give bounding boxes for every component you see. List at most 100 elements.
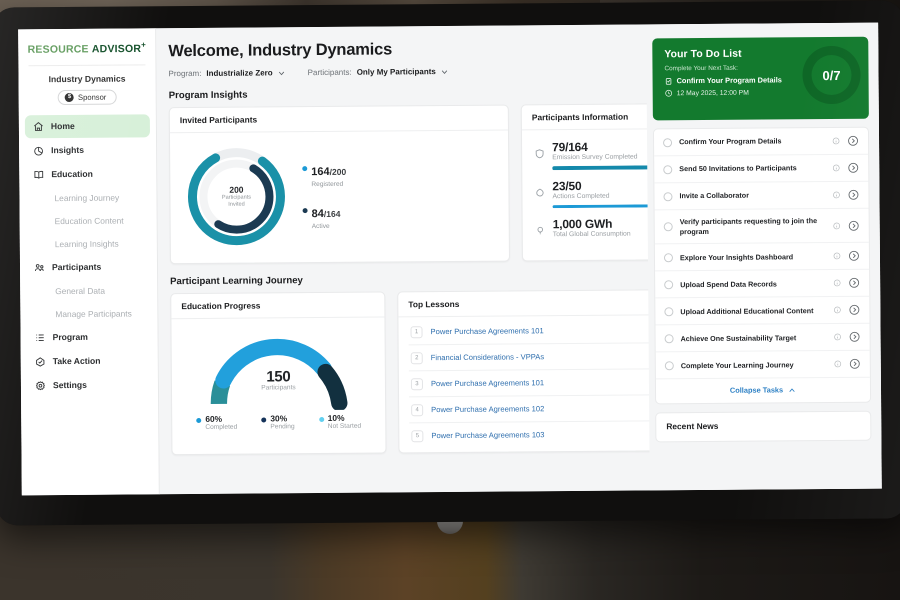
chevron-right-icon[interactable] [849,358,861,370]
info-icon[interactable] [834,360,842,368]
info-icon[interactable] [832,137,840,145]
shield-icon [534,148,545,159]
chevron-right-icon[interactable] [848,304,860,316]
list-item[interactable]: Confirm Your Program Details [653,127,869,157]
sidebar-item-insights[interactable]: Insights [25,138,150,162]
checkbox-icon[interactable] [664,307,674,317]
brand-name-part1: RESOURCE [27,43,89,56]
filter-label: Program: [168,68,202,79]
todo-item-label: Invite a Collaborator [679,190,750,201]
sidebar-item-learning-journey[interactable]: Learning Journey [25,186,150,210]
brand-name-part2: ADVISOR [91,42,142,56]
collapse-tasks-button[interactable]: Collapse Tasks [656,378,870,404]
gauge-svg [210,338,347,412]
legend-item-registered: 164/200 Registered [302,162,346,188]
chevron-right-icon[interactable] [848,219,860,231]
info-icon[interactable] [832,191,840,199]
legend-denominator: /164 [323,208,341,219]
info-icon[interactable] [833,222,841,230]
learning-journey-cards: Education Progress [170,287,881,456]
card-title: Invited Participants [169,105,508,134]
list-item[interactable]: Achieve One Sustainability Target [655,324,870,353]
chevron-right-icon[interactable] [848,250,860,262]
stat-total-consumption: 1,000 GWh Total Global Consumption [535,215,849,238]
checkbox-icon[interactable] [663,222,673,232]
leaf-icon [534,187,545,198]
legend-value: 84/164 [311,207,341,221]
info-icon[interactable] [833,279,841,287]
info-icon[interactable] [833,252,841,260]
list-item[interactable]: Upload Spend Data Records [655,270,870,299]
sidebar-subitem-label: Learning Insights [54,238,119,250]
todo-counter: 0/7 [822,67,841,83]
donut-legend: 164/200 Registered 84/164 [298,162,346,230]
filter-bar: Program: Industrialize Zero Participants… [168,64,878,78]
todo-item-label: Send 50 Invitations to Participants [679,163,797,174]
stat-actions-completed: 23/50 Actions Completed [534,176,849,209]
recent-news-card: Recent News [655,411,872,443]
checkbox-icon[interactable] [664,361,674,371]
sidebar-item-education-content[interactable]: Education Content [26,209,151,233]
todo-item-label: Confirm Your Program Details [679,136,782,147]
card-body: 150 Participants 60% C [171,318,385,440]
main-content: Welcome, Industry Dynamics Program: Indu… [156,23,882,495]
legend-item-completed: 60% Completed [196,414,237,432]
info-icon[interactable] [834,333,842,341]
legend-caption: Registered [311,180,344,189]
sidebar-item-label: Home [50,120,75,132]
list-item[interactable]: Explore Your Insights Dashboard [654,243,870,272]
chevron-right-icon[interactable] [847,162,859,174]
legend-caption: Not Started [327,422,362,431]
chevron-right-icon[interactable] [848,277,860,289]
chevron-right-icon[interactable] [847,189,859,201]
stat-emission-survey: 79/164 Emission Survey Completed [534,138,849,170]
checkbox-icon[interactable] [664,334,674,344]
list-item[interactable]: Send 50 Invitations to Participants [654,154,869,184]
app-window: RESOURCE ADVISOR+ Industry Dynamics $ Sp… [18,22,882,496]
gauge-legend: 60% Completed 30% Pending [180,410,377,432]
chevron-down-icon [278,69,286,77]
sidebar-item-general-data[interactable]: General Data [26,279,151,303]
info-icon[interactable] [833,306,841,314]
filter-value: Industrialize Zero [206,68,273,78]
sidebar-item-education[interactable]: Education [25,162,150,186]
checkbox-icon[interactable] [663,253,674,263]
brand-logo[interactable]: RESOURCE ADVISOR+ [18,36,155,65]
legend-percent: 30% [270,413,288,424]
brand-superscript: + [141,40,146,50]
todo-next-task[interactable]: Confirm Your Program Details [665,75,857,86]
people-icon [34,262,45,273]
sidebar-subitem-label: Manage Participants [55,308,132,320]
filter-participants[interactable]: Participants: Only My Participants [308,67,449,77]
monitor-frame: RESOURCE ADVISOR+ Industry Dynamics $ Sp… [0,0,900,525]
gear-icon [35,380,46,391]
list-item[interactable]: Verify participants requesting to join t… [654,208,869,245]
todo-item-label: Verify participants requesting to join t… [679,216,818,236]
sidebar-item-take-action[interactable]: Take Action [27,349,152,373]
sidebar-item-manage-participants[interactable]: Manage Participants [26,302,151,326]
chevron-right-icon[interactable] [847,135,859,147]
filter-program[interactable]: Program: Industrialize Zero [168,68,285,78]
divider [28,63,146,66]
checkbox-icon[interactable] [663,137,673,147]
checkbox-icon[interactable] [664,280,674,290]
sidebar-item-home[interactable]: Home [24,113,150,138]
status-badge[interactable]: $ Sponsor [57,89,117,105]
legend-dot [261,417,267,423]
sidebar-item-participants[interactable]: Participants [26,255,151,279]
sidebar-subitem-label: Learning Journey [54,192,120,204]
sidebar-item-settings[interactable]: Settings [27,373,152,397]
info-icon[interactable] [832,164,840,172]
list-item[interactable]: Upload Additional Educational Content [655,297,870,326]
list-item[interactable]: Complete Your Learning Journey [655,351,870,380]
sidebar-item-label: Education [51,168,93,180]
checkbox-icon[interactable] [663,191,673,201]
todo-rail: Your To Do List Complete Your Next Task:… [646,22,882,491]
list-item[interactable]: Invite a Collaborator [654,181,869,211]
sidebar-item-learning-insights[interactable]: Learning Insights [26,232,151,256]
checkbox-icon[interactable] [663,164,673,174]
sidebar-item-program[interactable]: Program [26,325,151,349]
todo-hero: Your To Do List Complete Your Next Task:… [652,36,869,121]
todo-progress-ring: 0/7 [802,45,861,105]
chevron-right-icon[interactable] [849,331,861,343]
